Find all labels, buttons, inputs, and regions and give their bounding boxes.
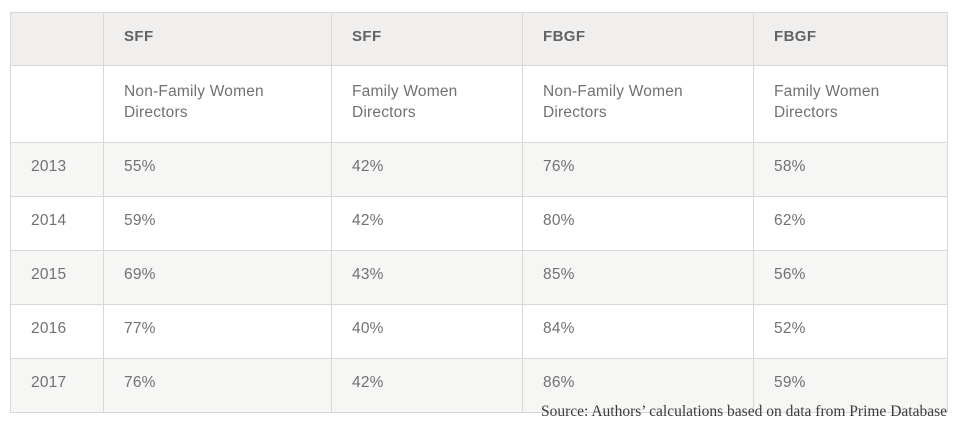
value-cell: 42% [331,142,523,198]
value-cell: 77% [103,303,332,359]
group-header-row: SFF SFF FBGF FBGF [10,11,948,67]
value-cell: 76% [103,357,332,413]
group-header-sff-1: SFF [103,11,332,67]
value-cell: 59% [753,357,948,413]
year-cell: 2014 [10,196,104,251]
table-row-2013: 2013 55% 42% 76% 58% [10,142,948,198]
value-cell: 62% [753,196,948,251]
group-header-sff-2: SFF [331,11,523,67]
value-cell: 86% [522,357,754,413]
value-cell: 84% [522,303,754,359]
value-cell: 56% [753,249,948,305]
value-cell: 80% [522,196,754,251]
sub-header-fbgf-nonfamily: Non-Family Women Directors [522,65,754,144]
women-directors-table: SFF SFF FBGF FBGF Non-Family Women Direc… [10,11,948,413]
year-cell: 2015 [10,249,104,305]
value-cell: 42% [331,357,523,413]
table-row-2017: 2017 76% 42% 86% 59% [10,357,948,413]
sub-header-sff-family: Family Women Directors [331,65,523,144]
value-cell: 42% [331,196,523,251]
value-cell: 85% [522,249,754,305]
table-row-2015: 2015 69% 43% 85% 56% [10,249,948,305]
year-cell: 2016 [10,303,104,359]
year-cell: 2017 [10,357,104,413]
value-cell: 59% [103,196,332,251]
sub-header-fbgf-family: Family Women Directors [753,65,948,144]
value-cell: 58% [753,142,948,198]
year-cell: 2013 [10,142,104,198]
sub-header-row: Non-Family Women Directors Family Women … [10,65,948,144]
sub-header-sff-nonfamily: Non-Family Women Directors [103,65,332,144]
group-header-fbgf-2: FBGF [753,11,948,67]
value-cell: 69% [103,249,332,305]
value-cell: 55% [103,142,332,198]
group-header-fbgf-1: FBGF [522,11,754,67]
value-cell: 43% [331,249,523,305]
table-row-2016: 2016 77% 40% 84% 52% [10,303,948,359]
value-cell: 52% [753,303,948,359]
sub-header-empty [10,65,104,144]
source-credit: Source: Authors’ calculations based on d… [540,403,947,420]
group-header-empty [10,11,104,67]
value-cell: 76% [522,142,754,198]
value-cell: 40% [331,303,523,359]
table-row-2014: 2014 59% 42% 80% 62% [10,196,948,251]
